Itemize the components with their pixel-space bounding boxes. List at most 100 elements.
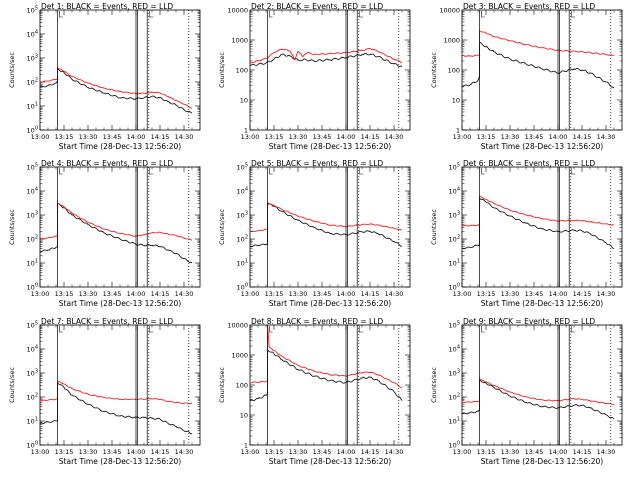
flag-mark [269,11,273,18]
flag-mark [148,11,154,18]
x-tick-label: 13:45 [525,133,544,141]
y-axis-label: Counts/sec [8,52,16,88]
x-axis-label: Start Time (28-Dec-13 12:56:20) [481,142,603,151]
x-axis-label: Start Time (28-Dec-13 12:56:20) [269,142,391,151]
y-tick-label: 101 [27,417,38,426]
flag-mark [269,168,273,175]
x-tick-label: 14:00 [549,133,568,141]
x-tick-label: 14:15 [361,133,380,141]
y-tick-label: 103 [27,211,38,220]
x-tick-label: 13:00 [31,290,50,298]
panel-title: Det 7: BLACK = Events, RED = LLD [41,317,173,326]
series-lld-line [249,48,403,64]
flag-mark [59,326,63,333]
flag-mark [59,11,63,18]
y-tick-label: 105 [449,163,460,172]
y-tick-label: 100 [448,67,460,75]
plot-frame [39,9,201,131]
y-tick-label: 102 [27,393,38,402]
y-tick-label: 103 [27,369,38,378]
x-tick-label: 13:15 [477,290,496,298]
x-tick-label: 14:30 [175,448,194,456]
y-tick-label: 10000 [227,322,248,330]
x-axis-label: Start Time (28-Dec-13 12:56:20) [481,457,603,466]
x-tick-label: 13:15 [265,133,284,141]
flag-mark [148,326,154,333]
y-axis-label: Counts/sec [430,209,438,245]
x-tick-label: 14:30 [175,290,194,298]
y-tick-label: 104 [27,345,38,354]
x-tick-label: 13:30 [501,133,520,141]
y-axis-label: Counts/sec [218,367,226,403]
y-tick-label: 10000 [227,7,248,15]
detector-panel-5: Det 5: BLACK = Events, RED = LLD Counts/s… [218,159,411,308]
flag-mark [269,326,273,333]
flag-mark [481,168,485,175]
x-tick-label: 13:30 [289,448,308,456]
flag-mark [148,168,154,175]
x-tick-label: 14:00 [127,290,146,298]
y-tick-label: 100 [236,67,248,75]
x-tick-label: 14:30 [597,133,616,141]
y-tick-label: 100 [27,126,38,135]
y-tick-label: 104 [27,30,38,39]
y-tick-label: 101 [27,102,38,111]
panel-title: Det 6: BLACK = Events, RED = LLD [463,159,595,168]
y-tick-label: 100 [27,441,38,450]
flag-mark [358,11,364,18]
series-lld-line [461,30,615,57]
plot-frame [461,9,623,131]
y-tick-label: 1 [244,442,248,450]
x-tick-label: 14:30 [385,133,404,141]
flag-mark [358,168,364,175]
x-tick-label: 14:30 [385,448,404,456]
series-lld-line [249,324,403,389]
x-tick-label: 13:30 [501,290,520,298]
x-tick-label: 14:30 [597,448,616,456]
x-tick-label: 14:15 [151,133,170,141]
flag-mark [481,11,485,18]
flag-mark [481,326,485,333]
x-tick-label: 13:45 [313,133,332,141]
panel-title: Det 1: BLACK = Events, RED = LLD [41,2,173,11]
flag-mark [59,168,63,175]
detector-panel-6: Det 6: BLACK = Events, RED = LLD Counts/s… [430,159,623,308]
y-tick-label: 101 [449,417,460,426]
y-tick-label: 100 [449,441,460,450]
y-tick-label: 103 [27,54,38,63]
y-tick-label: 103 [237,211,248,220]
x-tick-label: 13:30 [79,448,98,456]
detector-panel-2: Det 2: BLACK = Events, RED = LLD Counts/s… [218,2,411,151]
y-axis-label: Counts/sec [218,52,226,88]
detector-panel-1: Det 1: BLACK = Events, RED = LLD Counts/s… [8,2,201,151]
panel-title: Det 9: BLACK = Events, RED = LLD [463,317,595,326]
series-lld-line [39,380,192,405]
plot-frame [39,166,201,288]
y-tick-label: 1000 [231,352,248,360]
panel-title: Det 4: BLACK = Events, RED = LLD [41,159,173,168]
y-tick-label: 100 [237,283,248,292]
series-events-line [249,202,403,248]
flag-mark [358,326,364,333]
x-tick-label: 14:30 [385,290,404,298]
x-tick-label: 13:30 [501,448,520,456]
series-events-line [39,381,193,435]
x-axis-label: Start Time (28-Dec-13 12:56:20) [269,457,391,466]
x-axis-label: Start Time (28-Dec-13 12:56:20) [269,299,391,308]
series-events-line [461,379,615,420]
x-tick-label: 14:00 [337,290,356,298]
x-tick-label: 13:45 [103,133,122,141]
x-tick-label: 13:00 [453,133,472,141]
y-tick-label: 1 [244,127,248,135]
y-tick-label: 104 [449,345,460,354]
detector-panel-9: Det 9: BLACK = Events, RED = LLD Counts/s… [430,317,623,466]
y-tick-label: 104 [449,187,460,196]
flag-mark [570,326,576,333]
detector-panel-7: Det 7: BLACK = Events, RED = LLD Counts/s… [8,317,201,466]
series-lld-line [39,202,193,241]
y-tick-label: 1000 [231,37,248,45]
x-tick-label: 13:00 [241,448,260,456]
series-events-line [461,197,615,250]
x-tick-label: 14:15 [361,448,380,456]
x-tick-label: 13:15 [55,290,74,298]
